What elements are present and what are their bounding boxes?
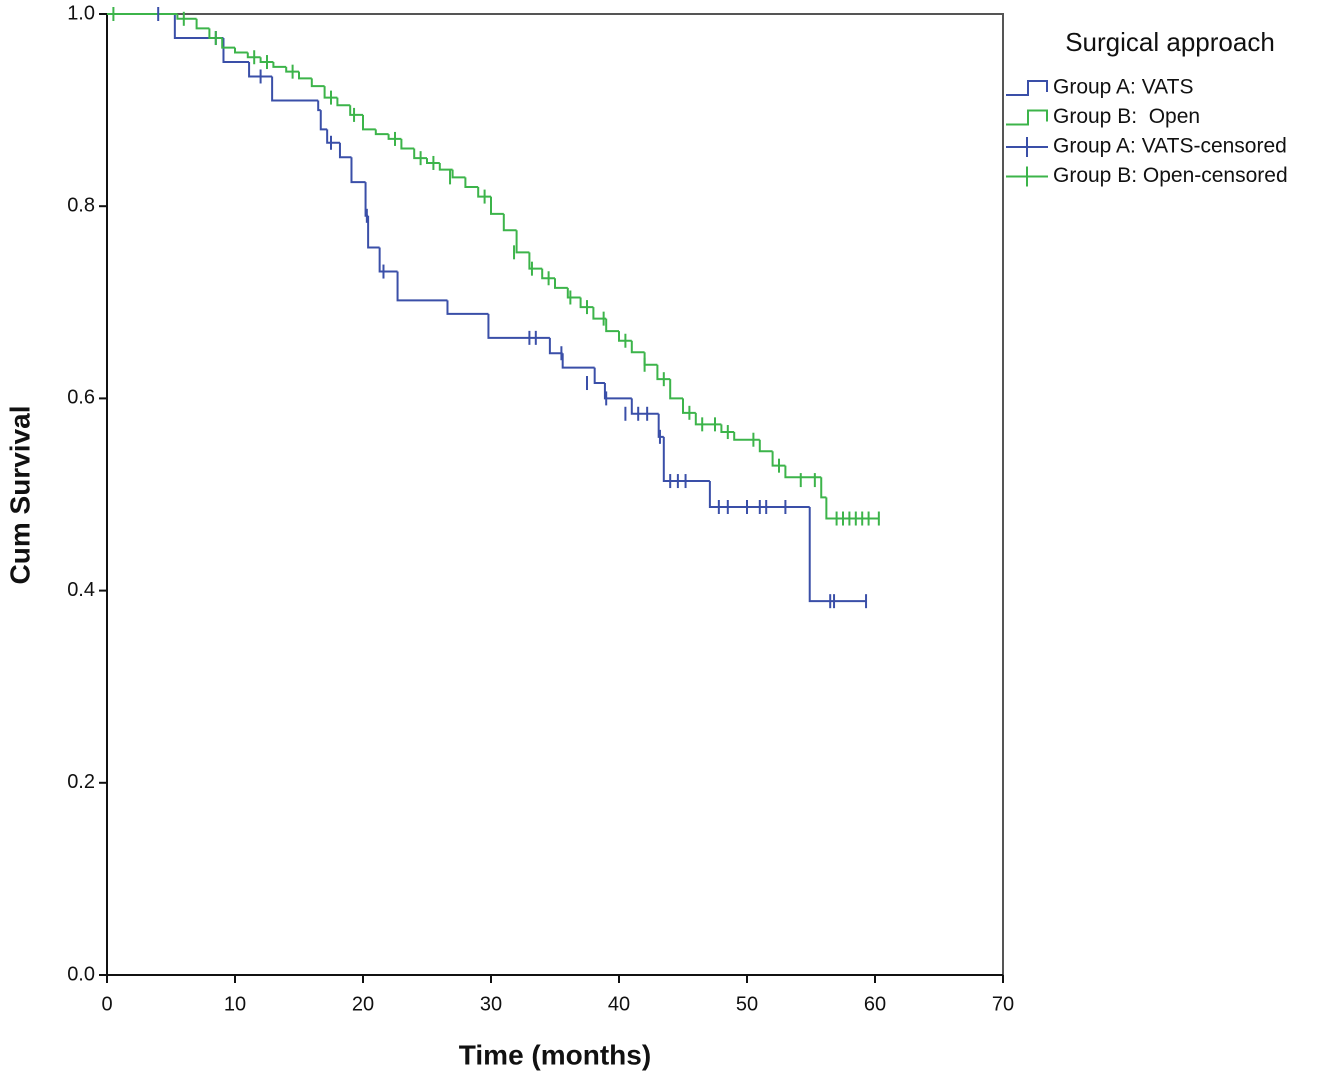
survival-step: [630, 340, 645, 354]
x-tick-label: 40: [608, 993, 630, 1015]
survival-step: [221, 38, 235, 49]
survival-step: [350, 157, 366, 184]
survival-step: [246, 52, 261, 59]
survival-step: [808, 506, 867, 603]
y-tick-label: 0.2: [67, 771, 95, 793]
survival-step: [336, 97, 351, 107]
survival-step: [195, 18, 210, 30]
survival-step: [771, 451, 786, 467]
survival-step: [708, 481, 810, 508]
survival-step: [592, 307, 607, 320]
survival-step: [413, 148, 427, 160]
legend-label: Group B: Open-censored: [1053, 164, 1288, 187]
legend-symbol: [1006, 80, 1048, 96]
x-tick-label: 20: [352, 993, 374, 1015]
x-tick-label: 50: [736, 993, 758, 1015]
legend-label: Group B: Open: [1053, 105, 1200, 128]
legend-symbol: [1006, 109, 1048, 126]
survival-step: [758, 439, 773, 453]
x-axis-title: Time (months): [459, 1039, 651, 1070]
survival-step: [367, 215, 380, 249]
survival-step: [271, 76, 319, 102]
survival-step: [593, 367, 605, 385]
survival-step: [618, 331, 632, 342]
survival-step: [720, 424, 735, 434]
survival-step: [669, 379, 683, 400]
survival-step: [502, 213, 517, 232]
legend-symbol: [1006, 166, 1048, 187]
survival-step: [259, 57, 274, 64]
legend-title: Surgical approach: [1065, 27, 1275, 57]
survival-step: [662, 436, 710, 483]
survival-step: [446, 300, 489, 315]
survival-step: [438, 162, 453, 171]
survival-step: [310, 78, 325, 88]
survival-step: [176, 14, 197, 20]
survival-step: [490, 196, 504, 215]
y-tick-label: 0.0: [67, 963, 95, 985]
survival-step: [603, 383, 632, 400]
y-tick-label: 0.8: [67, 194, 95, 216]
survival-step: [541, 268, 555, 280]
y-tick-label: 0.6: [67, 387, 95, 409]
survival-step: [319, 110, 328, 131]
x-tick-label: 70: [992, 993, 1014, 1015]
survival-step: [451, 169, 466, 179]
survival-step: [396, 271, 448, 302]
legend-label: Group A: VATS-censored: [1053, 135, 1287, 158]
survival-step: [378, 247, 398, 273]
survival-step: [605, 318, 619, 333]
survival-step: [426, 158, 440, 164]
survival-step: [234, 47, 248, 54]
survival-step: [657, 413, 664, 438]
survival-step: [208, 28, 223, 40]
x-tick-label: 10: [224, 993, 246, 1015]
survival-step: [464, 177, 479, 188]
survival-step: [784, 465, 822, 479]
survival-step: [362, 114, 376, 131]
survival-step: [694, 412, 722, 426]
x-tick-label: 60: [864, 993, 886, 1015]
survival-step: [548, 337, 563, 355]
survival-step: [820, 477, 827, 499]
survival-step: [326, 129, 340, 144]
survival-step: [173, 14, 224, 40]
survival-step: [272, 62, 287, 68]
survival-step: [561, 353, 595, 369]
survival-step: [656, 364, 671, 381]
survival-step: [579, 297, 594, 309]
plot-frame: [106, 13, 1004, 976]
survival-step: [554, 278, 568, 289]
legend-symbol: [1006, 137, 1048, 157]
survival-step: [400, 138, 415, 150]
survival-step: [374, 129, 389, 136]
survival-step: [222, 38, 250, 64]
survival-step: [477, 186, 491, 198]
survival-step: [349, 105, 363, 116]
x-tick-label: 30: [480, 993, 502, 1015]
survival-step: [515, 230, 530, 254]
y-axis-title: Cum Survival: [4, 406, 35, 585]
survival-step: [285, 66, 299, 73]
survival-step: [733, 432, 760, 441]
survival-step: [682, 398, 696, 414]
y-tick-label: 0.4: [67, 579, 95, 601]
survival-step: [248, 62, 273, 78]
survival-step: [387, 134, 402, 140]
survival-step: [566, 287, 581, 299]
legend-label: Group A: VATS: [1053, 76, 1193, 99]
x-tick-label: 0: [101, 993, 112, 1015]
survival-step: [630, 398, 659, 415]
y-tick-label: 1.0: [67, 2, 95, 24]
survival-step: [323, 86, 338, 99]
survival-step: [338, 142, 352, 159]
survival-step: [298, 71, 312, 80]
survival-step: [528, 252, 543, 270]
